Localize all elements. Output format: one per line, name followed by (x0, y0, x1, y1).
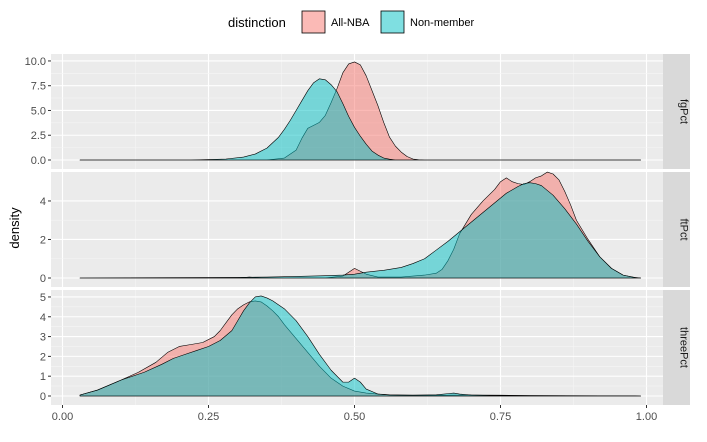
legend-title: distinction (228, 15, 286, 30)
density-area-non-member (79, 182, 641, 279)
y-tick-label: 5.0 (31, 105, 46, 117)
x-tick-label: 0.75 (490, 411, 511, 423)
x-tick-label: 1.00 (636, 411, 657, 423)
y-tick-label: 2.5 (31, 130, 46, 142)
y-tick-label: 2 (40, 351, 46, 363)
x-axis: 0.00 0.25 0.50 0.75 1.00 (52, 405, 657, 423)
density-area-non-member (79, 295, 641, 397)
facet-strip (663, 172, 690, 287)
panel-fgPct: 0.0 2.5 5.0 7.5 10.0 fgPct (25, 54, 690, 169)
y-tick-label: 0 (40, 391, 46, 403)
y-axis-title: density (7, 207, 22, 249)
facet-strip-label: threePct (678, 327, 690, 368)
x-tick-label: 0.00 (52, 411, 73, 423)
legend-label-all-nba: All-NBA (331, 17, 370, 29)
facet-strip-label: fgPct (678, 99, 690, 124)
legend: distinction All-NBA Non-member (228, 10, 475, 34)
y-tick-label: 5 (40, 292, 46, 304)
y-tick-label: 2 (40, 234, 46, 246)
y-tick-label: 0.0 (31, 155, 46, 167)
y-tick-label: 7.5 (31, 81, 46, 93)
y-tick-label: 10.0 (25, 56, 46, 68)
y-tick-label: 1 (40, 371, 46, 383)
panel-threePct: 0 1 2 3 4 5 threePct (40, 290, 690, 405)
x-tick-label: 0.25 (198, 411, 219, 423)
facet-strip (663, 54, 690, 169)
panel-ftPct: 0 2 4 ftPct (40, 171, 690, 287)
y-tick-label: 0 (40, 273, 46, 285)
legend-label-non-member: Non-member (410, 17, 475, 29)
y-tick-label: 4 (40, 196, 46, 208)
legend-key-all-nba (301, 10, 326, 34)
facet-strip (663, 290, 690, 405)
x-tick-label: 0.50 (344, 411, 365, 423)
facet-strip-label: ftPct (678, 218, 690, 240)
density-area-non-member (79, 78, 641, 161)
y-tick-label: 3 (40, 332, 46, 344)
legend-key-non-member (380, 10, 405, 34)
y-tick-label: 4 (40, 312, 46, 324)
